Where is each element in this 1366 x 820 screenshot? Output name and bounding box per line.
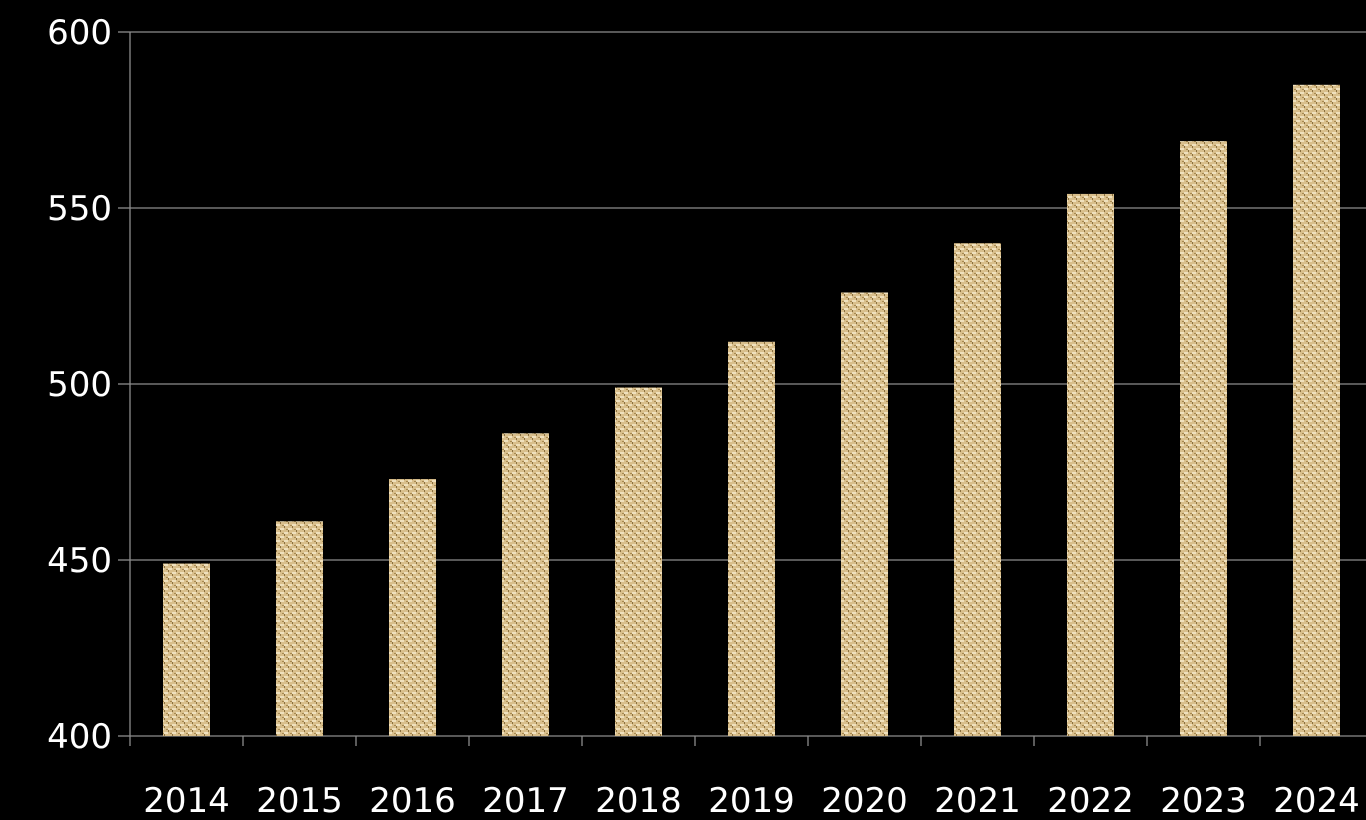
x-axis-tick-labels: 2014 2015 2016 2017 2018 2019 2020 2021 2022 2023… [143,781,1360,820]
bar-2014 [163,563,210,736]
y-tick-label: 400 [47,717,112,757]
bar-2022 [1067,193,1114,737]
x-tick-label: 2017 [482,781,569,815]
x-tick-label: 2022 [1047,781,1134,815]
bar-2015 [276,521,323,736]
x-tick-label: 2018 [595,781,682,815]
x-tick-label: 2019 [708,781,795,815]
bar-2016 [389,479,436,736]
bar-2018 [615,387,662,736]
x-tick-label: 2014 [143,781,230,815]
y-axis-tick-labels: 400 450 500 550 600 [47,13,112,757]
x-tick-label: 2016 [369,781,456,815]
x-tick-label: 2015 [256,781,343,815]
y-tick-label: 550 [47,189,112,229]
bar-2019 [728,341,775,736]
bar-2020 [841,292,888,736]
bars [163,84,1340,737]
bar-2024 [1293,84,1340,737]
bar-2021 [954,243,1001,736]
bar-2023 [1180,141,1227,736]
x-tick-label: 2023 [1160,781,1247,815]
x-tick-label: 2024 [1273,781,1360,815]
y-tick-label: 500 [47,365,112,405]
y-tick-label: 450 [47,541,112,581]
bar-2017 [502,433,549,736]
x-tick-label: 2021 [934,781,1021,815]
y-tick-label: 600 [47,13,112,53]
x-tick-label: 2020 [821,781,908,815]
